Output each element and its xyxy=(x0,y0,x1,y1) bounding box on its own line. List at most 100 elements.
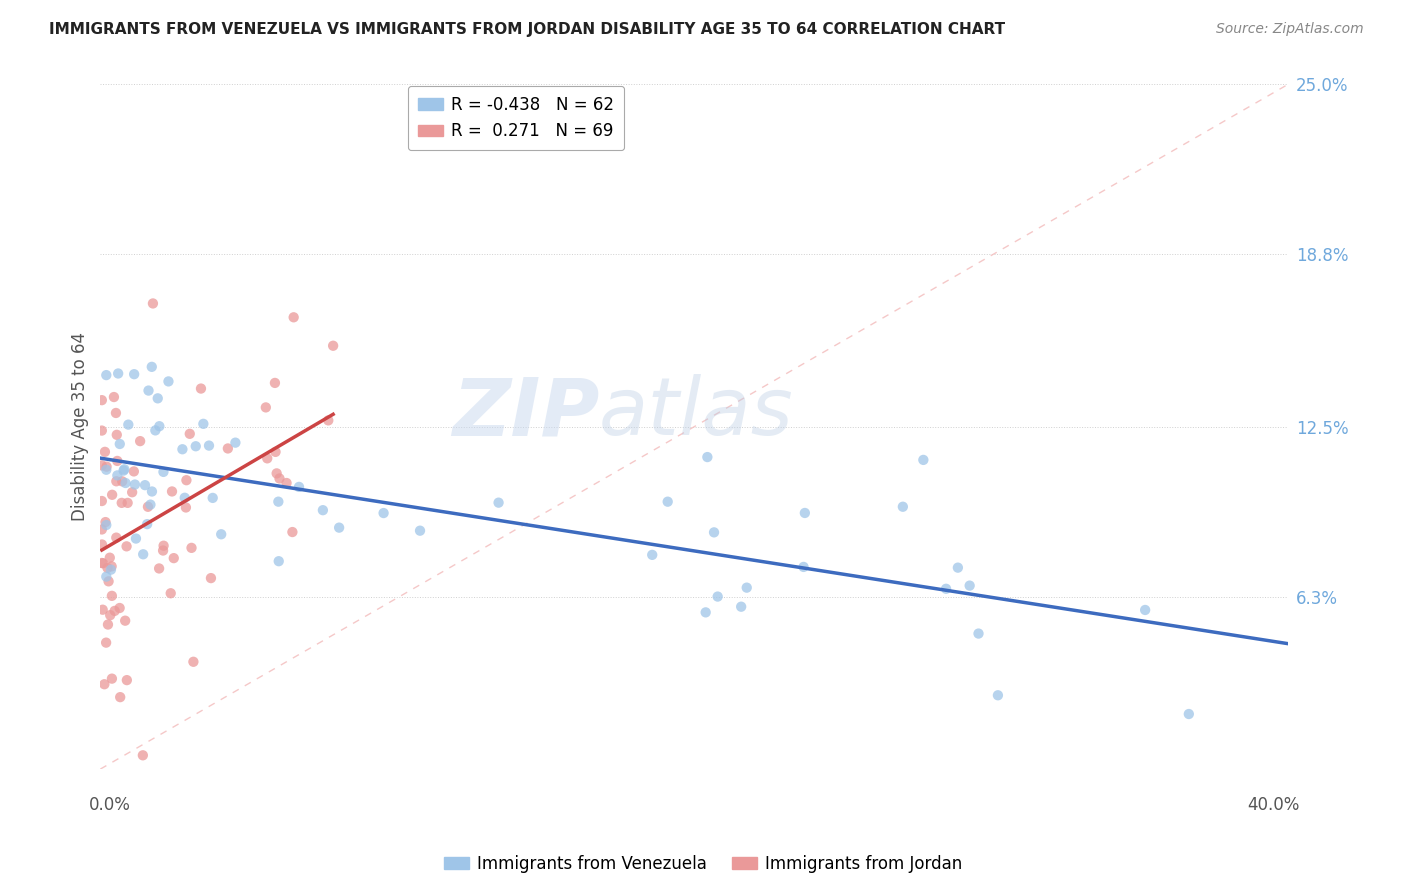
Point xyxy=(183,655,205,669)
Point xyxy=(141,484,163,499)
Point xyxy=(90,523,112,537)
Legend: R = -0.438   N = 62, R =  0.271   N = 69: R = -0.438 N = 62, R = 0.271 N = 69 xyxy=(408,86,624,150)
Point xyxy=(267,554,290,568)
Point xyxy=(121,485,143,500)
Point xyxy=(138,384,160,398)
Point xyxy=(108,437,131,451)
Point xyxy=(1133,603,1156,617)
Point xyxy=(98,550,121,565)
Point xyxy=(180,541,202,555)
Point xyxy=(146,392,169,406)
Point xyxy=(193,417,215,431)
Point xyxy=(101,672,124,686)
Point xyxy=(115,539,138,553)
Point xyxy=(111,496,134,510)
Point xyxy=(122,367,145,381)
Point xyxy=(125,532,148,546)
Point xyxy=(264,376,287,390)
Point xyxy=(793,506,815,520)
Point xyxy=(935,582,957,596)
Point xyxy=(122,464,145,478)
Point xyxy=(94,445,117,459)
Point xyxy=(163,551,186,566)
Point xyxy=(269,471,291,485)
Point xyxy=(91,537,114,551)
Point xyxy=(103,390,125,404)
Point xyxy=(735,581,758,595)
Point xyxy=(114,476,136,491)
Point xyxy=(112,462,135,476)
Point xyxy=(90,556,112,570)
Point xyxy=(107,367,129,381)
Point xyxy=(132,748,155,763)
Point xyxy=(90,494,112,508)
Point xyxy=(174,500,197,515)
Point xyxy=(104,604,127,618)
Point xyxy=(703,525,725,540)
Text: ZIP: ZIP xyxy=(451,374,599,452)
Point xyxy=(94,515,117,529)
Text: 40.0%: 40.0% xyxy=(1247,797,1299,814)
Point xyxy=(139,498,162,512)
Point xyxy=(96,459,118,474)
Point xyxy=(143,423,166,437)
Point xyxy=(112,464,135,478)
Point xyxy=(190,382,212,396)
Point xyxy=(93,677,115,691)
Point xyxy=(159,586,181,600)
Point xyxy=(256,451,278,466)
Point xyxy=(254,401,277,415)
Point xyxy=(891,500,914,514)
Point xyxy=(312,503,335,517)
Legend: Immigrants from Venezuela, Immigrants from Jordan: Immigrants from Venezuela, Immigrants fr… xyxy=(437,848,969,880)
Point xyxy=(142,296,165,310)
Point xyxy=(172,442,194,457)
Point xyxy=(100,559,122,574)
Point xyxy=(912,453,935,467)
Point xyxy=(176,473,198,487)
Point xyxy=(90,393,112,408)
Point xyxy=(105,468,128,483)
Point xyxy=(148,419,170,434)
Point xyxy=(134,478,156,492)
Point xyxy=(136,517,159,532)
Point xyxy=(129,434,152,449)
Point xyxy=(115,673,138,687)
Point xyxy=(695,606,717,620)
Point xyxy=(105,531,128,545)
Point xyxy=(91,603,114,617)
Point xyxy=(201,491,224,505)
Point xyxy=(173,491,195,505)
Point xyxy=(1178,706,1201,721)
Point xyxy=(959,579,981,593)
Point xyxy=(266,467,288,481)
Point xyxy=(96,463,118,477)
Point xyxy=(160,484,183,499)
Point xyxy=(132,547,155,561)
Point xyxy=(105,427,128,442)
Text: Source: ZipAtlas.com: Source: ZipAtlas.com xyxy=(1216,22,1364,37)
Point xyxy=(696,450,718,464)
Point xyxy=(267,494,290,508)
Point xyxy=(117,417,139,432)
Point xyxy=(152,543,174,558)
Point xyxy=(96,368,118,383)
Point xyxy=(152,465,174,479)
Point xyxy=(101,488,124,502)
Point xyxy=(316,413,339,427)
Point xyxy=(657,494,679,508)
Point xyxy=(946,560,969,574)
Point xyxy=(283,310,305,325)
Point xyxy=(90,424,112,438)
Point xyxy=(136,500,159,514)
Point xyxy=(179,426,201,441)
Point xyxy=(96,561,118,575)
Point xyxy=(488,496,510,510)
Point xyxy=(96,569,118,583)
Point xyxy=(328,521,350,535)
Point xyxy=(706,590,728,604)
Point xyxy=(91,556,114,570)
Point xyxy=(641,548,664,562)
Point xyxy=(200,571,222,585)
Point xyxy=(281,524,304,539)
